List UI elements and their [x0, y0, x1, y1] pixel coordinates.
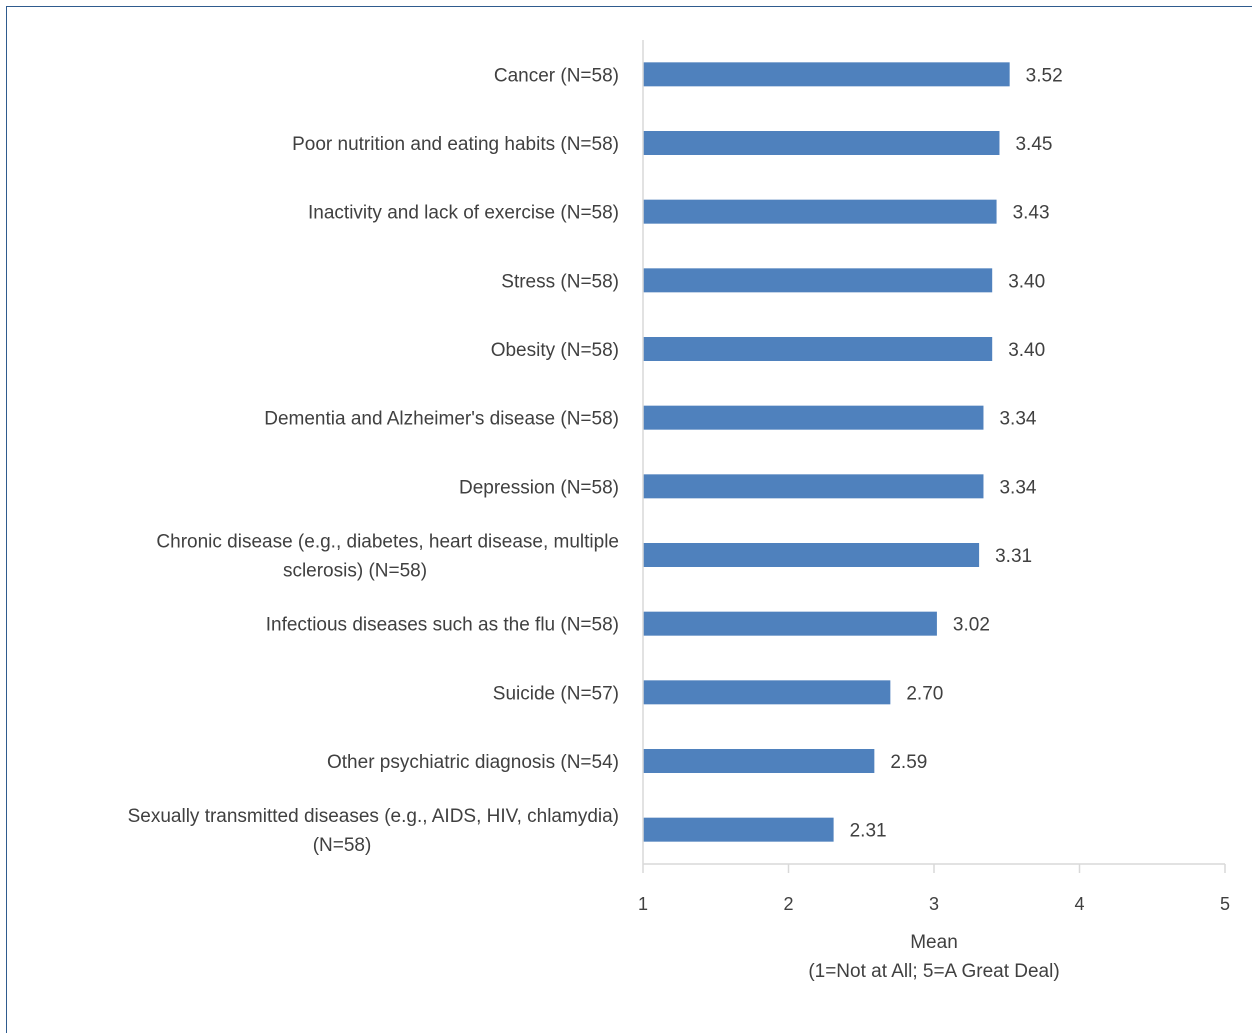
value-label: 2.31 [850, 821, 887, 842]
value-label: 3.40 [1008, 340, 1045, 361]
bar [643, 474, 984, 499]
bar [643, 405, 984, 430]
category-label: Dementia and Alzheimer's disease (N=58) [264, 409, 619, 430]
value-label: 3.31 [995, 546, 1032, 567]
bar [643, 611, 937, 636]
category-label: Infectious diseases such as the flu (N=5… [266, 615, 619, 636]
bar [643, 543, 980, 567]
bar [643, 817, 834, 842]
value-label: 3.34 [999, 477, 1036, 498]
category-label: Sexually transmitted diseases (e.g., AID… [128, 806, 619, 827]
bar [643, 199, 997, 224]
bar [643, 268, 993, 293]
value-label: 3.45 [1015, 134, 1052, 155]
category-label: Poor nutrition and eating habits (N=58) [292, 134, 619, 155]
bar [643, 680, 891, 705]
value-label: 2.70 [906, 683, 943, 704]
x-tick-label: 3 [929, 894, 939, 914]
x-axis-title: (1=Not at All; 5=A Great Deal) [808, 961, 1059, 982]
value-label: 3.40 [1008, 271, 1045, 292]
bar [643, 749, 875, 773]
bars-group [643, 62, 1010, 842]
category-label: Stress (N=58) [501, 271, 619, 292]
x-tick-label: 1 [638, 894, 648, 914]
value-label: 3.02 [953, 615, 990, 636]
axes-group: 1 2 3 4 5 Mean (1=Not at All; 5=A Great Deal) [638, 40, 1230, 982]
category-label: Other psychiatric diagnosis (N=54) [327, 752, 619, 773]
value-label: 3.52 [1026, 65, 1063, 86]
x-tick-label: 5 [1220, 894, 1230, 914]
value-labels-group: 3.52 3.45 3.43 3.40 3.40 3.34 3.34 3.31 3.02 2.70… [850, 65, 1063, 841]
value-label: 3.34 [999, 409, 1036, 430]
category-label: sclerosis) (N=58) [283, 561, 427, 582]
chart-frame [6, 6, 1252, 1033]
x-tick-label: 2 [783, 894, 793, 914]
x-axis-title: Mean [910, 932, 958, 953]
category-label: Depression (N=58) [459, 477, 619, 498]
value-label: 2.59 [890, 752, 927, 773]
category-label: Inactivity and lack of exercise (N=58) [308, 203, 619, 224]
category-label: (N=58) [313, 835, 372, 856]
category-label: Obesity (N=58) [491, 340, 619, 361]
category-labels-group: Cancer (N=58) Poor nutrition and eating h… [128, 65, 619, 856]
bar [643, 62, 1010, 87]
value-label: 3.43 [1013, 203, 1050, 224]
category-label: Chronic disease (e.g., diabetes, heart d… [156, 532, 619, 553]
x-tick-label: 4 [1074, 894, 1084, 914]
category-label: Suicide (N=57) [493, 683, 619, 704]
category-label: Cancer (N=58) [494, 65, 619, 86]
bar [643, 131, 1000, 155]
bar [643, 337, 993, 361]
